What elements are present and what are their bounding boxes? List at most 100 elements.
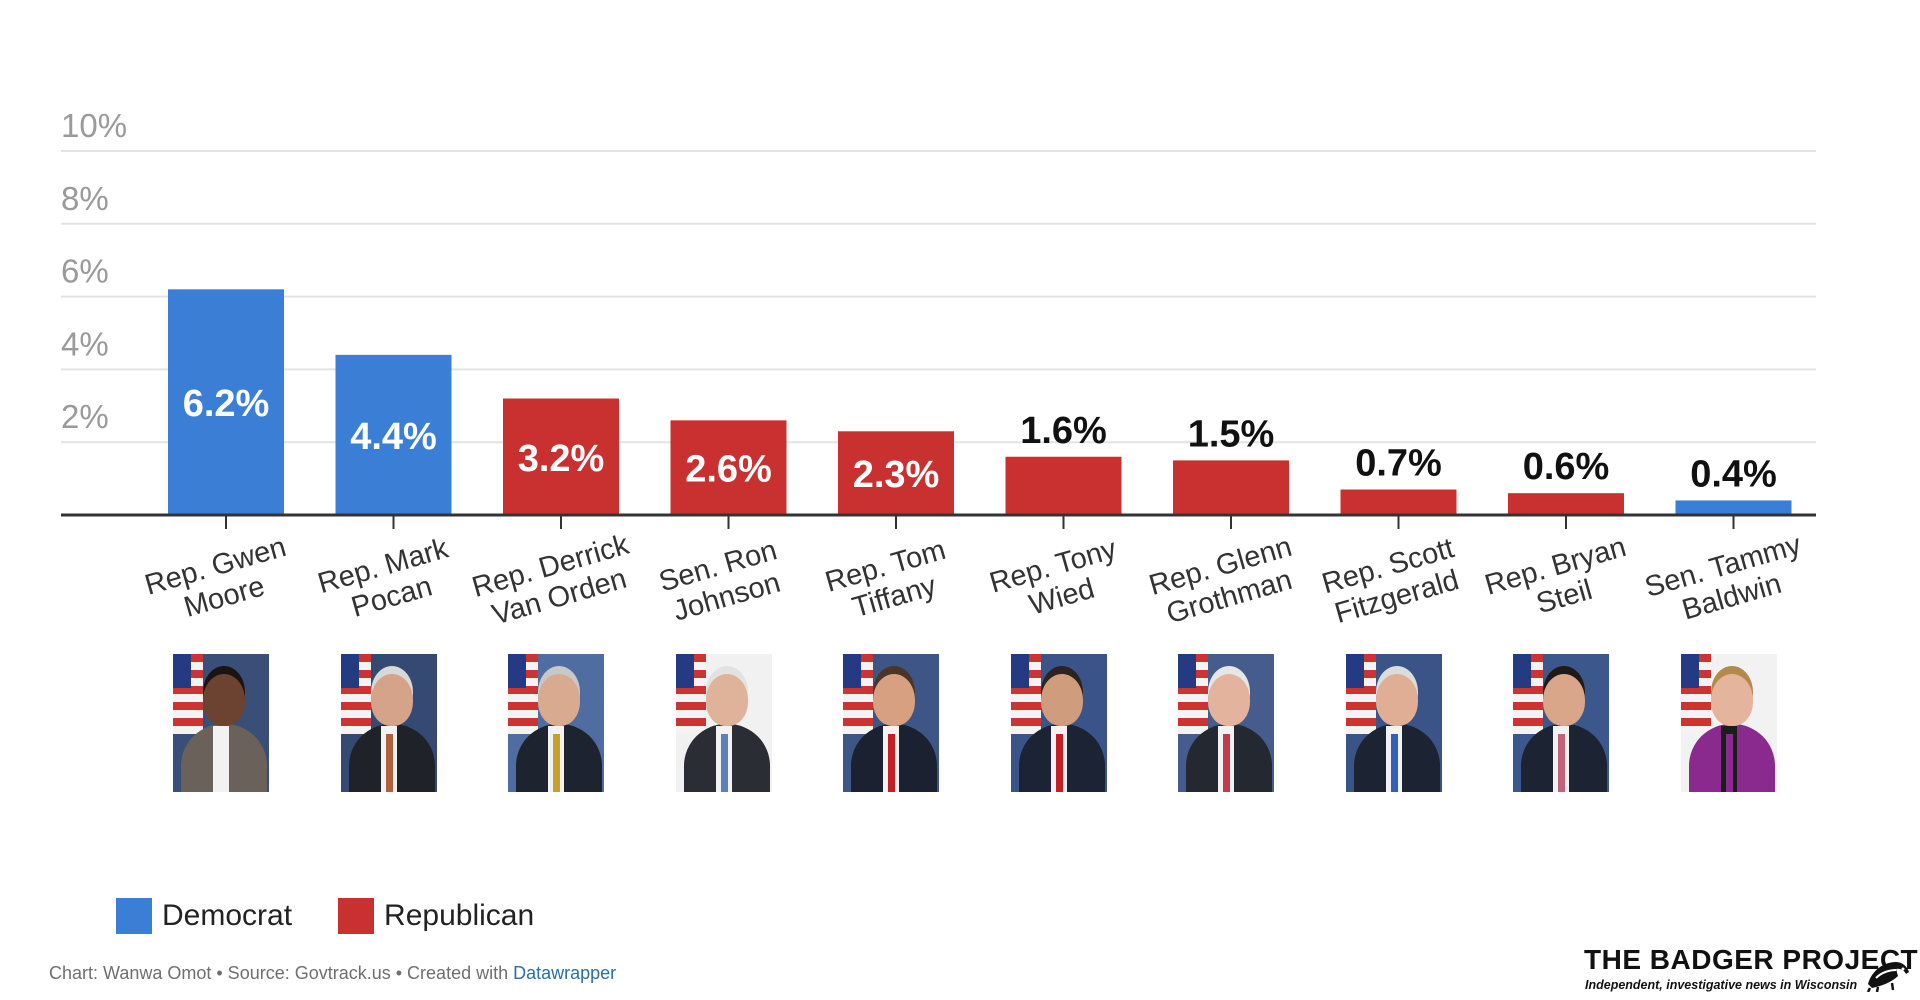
bar-value-label: 2.6% bbox=[685, 449, 772, 491]
bar bbox=[168, 289, 284, 515]
category-label-text: Rep. MarkPocan bbox=[314, 532, 461, 631]
portrait-head bbox=[1710, 674, 1753, 726]
portrait-tie bbox=[888, 734, 895, 792]
category-label: Rep. DerrickVan Orden bbox=[469, 529, 642, 635]
bar bbox=[503, 398, 619, 515]
portrait-tie bbox=[720, 734, 728, 792]
portrait-head bbox=[538, 674, 580, 726]
portrait-tie bbox=[1725, 734, 1733, 792]
sen-tammy-baldwin-photo bbox=[1680, 654, 1777, 792]
portrait-flag bbox=[508, 654, 538, 734]
bar-value-label: 6.2% bbox=[183, 383, 270, 425]
category-label-text: Rep. DerrickVan Orden bbox=[469, 529, 642, 635]
portrait-flag bbox=[675, 654, 706, 734]
category-label: Rep. GlennGrothman bbox=[1146, 531, 1305, 633]
category-label-text: Rep. BryanSteil bbox=[1481, 531, 1638, 633]
portrait-tie bbox=[1558, 734, 1565, 792]
legend-item-democrat: Democrat bbox=[116, 898, 292, 934]
portrait-head bbox=[873, 674, 915, 726]
datawrapper-link[interactable]: Datawrapper bbox=[513, 963, 617, 983]
portrait-head bbox=[705, 674, 748, 726]
category-label: Rep. ScottFitzgerald bbox=[1319, 532, 1467, 631]
category-label-text: Sen. RonJohnson bbox=[655, 534, 789, 629]
rep-derrick-van-orden-photo bbox=[508, 654, 604, 792]
portrait-tie bbox=[1223, 734, 1230, 792]
portrait-head bbox=[1208, 674, 1250, 726]
legend: Democrat Republican bbox=[116, 896, 580, 936]
category-label: Sen. RonJohnson bbox=[655, 534, 789, 629]
x-axis-ticks bbox=[225, 515, 1735, 529]
y-tick-label: 10% bbox=[61, 107, 127, 144]
category-label: Rep. TomTiffany bbox=[822, 534, 958, 630]
category-labels: Rep. GwenMoore Rep. MarkPocan Rep. Derrick… bbox=[141, 529, 1814, 635]
category-label-text: Sen. TammyBaldwin bbox=[1641, 529, 1814, 635]
badger-icon bbox=[1866, 962, 1909, 992]
legend-item-republican: Republican bbox=[338, 898, 534, 934]
category-label-text: Rep. TonyWied bbox=[986, 533, 1129, 631]
rep-scott-fitzgerald-photo bbox=[1345, 654, 1442, 792]
rep-glenn-grothman-photo bbox=[1178, 654, 1274, 792]
category-label: Sen. TammyBaldwin bbox=[1641, 529, 1814, 635]
category-label: Rep. BryanSteil bbox=[1481, 531, 1638, 633]
y-tick-label: 4% bbox=[61, 325, 109, 362]
brand-title: THE BADGER PROJECT bbox=[1584, 944, 1919, 975]
portrait-flag bbox=[1345, 654, 1376, 734]
legend-swatch-republican bbox=[338, 898, 375, 934]
bars: 6.2% 4.4% 3.2% 2.6% 2.3% 1.6% 1.5% 0.7% 0.6% 0.4% bbox=[168, 289, 1792, 515]
portrait-flag bbox=[1680, 654, 1711, 734]
bar-value-label: 1.5% bbox=[1188, 413, 1275, 455]
chart-credit: Chart: Wanwa Omot • Source: Govtrack.us … bbox=[49, 963, 616, 984]
y-axis-ticks: 2% 4% 6% 8% 10% bbox=[61, 107, 127, 435]
portrait-tie bbox=[1390, 734, 1398, 792]
portrait-tie bbox=[218, 734, 225, 792]
brand-tagline: Independent, investigative news in Wisco… bbox=[1585, 978, 1858, 992]
rep-bryan-steil-photo bbox=[1513, 654, 1609, 792]
bar-value-label: 2.3% bbox=[853, 454, 940, 496]
bar-value-label: 4.4% bbox=[350, 416, 437, 458]
bar-chart: 2% 4% 6% 8% 10% 6.2% 4.4% 3.2% 2.6% 2.3% 1.6% 1.5%… bbox=[61, 107, 1816, 635]
y-tick-label: 8% bbox=[61, 180, 109, 217]
bar bbox=[1675, 500, 1792, 515]
portrait-flag bbox=[1513, 654, 1543, 734]
portrait-tie bbox=[1055, 734, 1063, 792]
bar bbox=[1005, 456, 1122, 515]
rep-gwen-moore-photo bbox=[173, 654, 269, 792]
portrait-head bbox=[1040, 674, 1083, 726]
category-label: Rep. MarkPocan bbox=[314, 532, 461, 631]
bar bbox=[670, 420, 787, 515]
category-label: Rep. TonyWied bbox=[986, 533, 1129, 631]
portrait-flag bbox=[1178, 654, 1208, 734]
legend-swatch-democrat bbox=[116, 898, 152, 934]
rep-mark-pocan-photo bbox=[340, 654, 437, 792]
bar-value-label: 3.2% bbox=[518, 438, 605, 480]
category-label: Rep. GwenMoore bbox=[141, 531, 289, 624]
credit-text: Chart: Wanwa Omot • Source: Govtrack.us … bbox=[49, 963, 514, 983]
bar-value-label: 0.7% bbox=[1355, 443, 1442, 485]
portrait-tie bbox=[385, 734, 393, 792]
gridlines bbox=[61, 150, 1816, 444]
portrait-flag bbox=[340, 654, 371, 734]
bar bbox=[335, 354, 452, 515]
sen-ron-johnson-photo bbox=[675, 654, 772, 792]
category-label-text: Rep. GlennGrothman bbox=[1146, 531, 1305, 633]
bar bbox=[1340, 489, 1457, 515]
rep-tom-tiffany-photo bbox=[843, 654, 939, 792]
portrait-flag bbox=[843, 654, 873, 734]
portrait-head bbox=[370, 674, 413, 726]
bar bbox=[838, 431, 954, 515]
portrait-head bbox=[1543, 674, 1585, 726]
portrait-flag bbox=[173, 654, 203, 734]
bar-value-label: 1.6% bbox=[1020, 410, 1107, 452]
legend-label-democrat: Democrat bbox=[162, 899, 293, 932]
bar-value-label: 0.6% bbox=[1523, 446, 1610, 488]
rep-tony-wied-photo bbox=[1010, 654, 1107, 792]
category-label-text: Rep. TomTiffany bbox=[822, 534, 958, 630]
portrait-tie bbox=[553, 734, 560, 792]
portrait-head bbox=[1375, 674, 1418, 726]
badger-project-logo: THE BADGER PROJECT Independent, investig… bbox=[1584, 944, 1918, 1000]
bar-value-label: 0.4% bbox=[1690, 453, 1777, 495]
category-label-text: Rep. ScottFitzgerald bbox=[1319, 532, 1467, 631]
y-tick-label: 2% bbox=[61, 398, 109, 435]
portrait-head bbox=[203, 674, 245, 726]
bar bbox=[1173, 460, 1289, 515]
